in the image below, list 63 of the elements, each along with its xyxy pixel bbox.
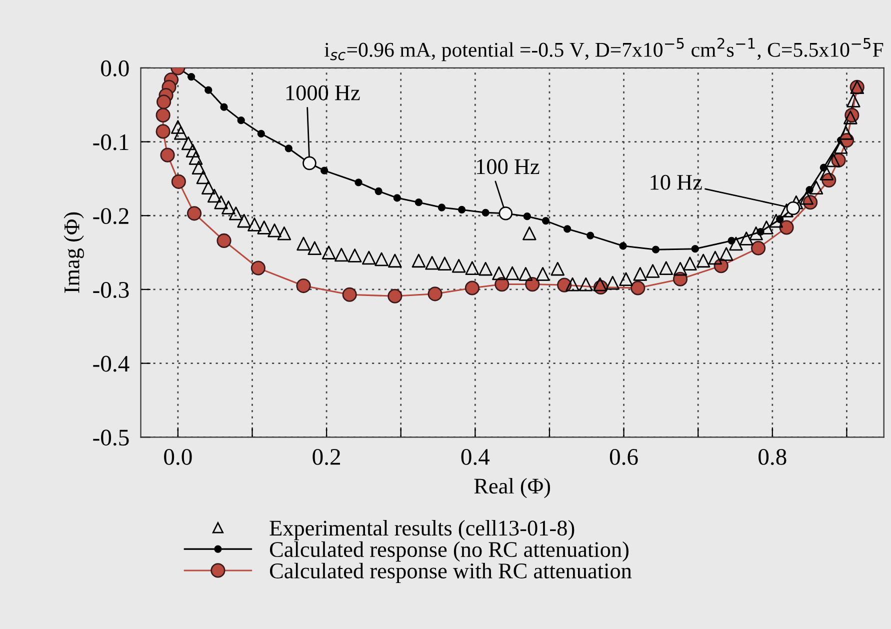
y-tick-label: -0.2 — [93, 208, 128, 224]
point — [414, 198, 423, 206]
point — [464, 280, 480, 296]
point — [284, 144, 292, 152]
x-tick-label: 0.0 — [164, 448, 192, 465]
point — [250, 260, 266, 276]
x-tick-label: 0.2 — [312, 448, 340, 465]
point — [438, 204, 446, 212]
y-tick-label: 0.0 — [101, 60, 129, 76]
chart-title: i$_{sc}$=0.96 mA, potential =-0.5 V, D=7x10$^{−5}$ cm$^{2}$s$^{−1}$, C=5.5x10$^{−5}$F — [324, 38, 884, 62]
annotation: 10 Hz — [650, 174, 702, 190]
annotation: 1000 Hz — [286, 85, 360, 100]
point — [428, 286, 442, 302]
point — [523, 212, 532, 220]
point — [393, 194, 401, 202]
point — [672, 272, 688, 286]
point — [156, 108, 170, 122]
point — [652, 246, 660, 254]
x-tick-label: 0.8 — [758, 448, 786, 465]
y-tick-label: -0.1 — [93, 134, 128, 150]
point — [525, 277, 540, 292]
point — [320, 166, 328, 174]
point — [498, 206, 513, 220]
point — [563, 225, 572, 233]
point — [354, 178, 362, 186]
point — [257, 130, 265, 138]
point — [458, 206, 466, 214]
point — [186, 206, 202, 221]
point — [482, 208, 490, 216]
point — [237, 116, 245, 124]
point — [156, 124, 170, 139]
point — [171, 174, 186, 189]
y-axis-title: Imag (Φ) — [64, 212, 84, 293]
point — [302, 156, 316, 170]
point — [388, 288, 402, 304]
point — [374, 187, 382, 196]
legend-label: Calculated response with RC attenuation — [270, 562, 632, 583]
point — [691, 245, 699, 253]
y-tick-label: -0.3 — [93, 282, 129, 298]
point — [494, 277, 510, 292]
point — [156, 94, 172, 110]
point — [160, 148, 175, 162]
y-tick-label: -0.4 — [93, 356, 130, 372]
annotation: 100 Hz — [477, 159, 540, 174]
point — [296, 278, 311, 294]
point — [542, 216, 550, 225]
x-tick-label: 0.4 — [461, 448, 490, 465]
point — [750, 240, 766, 256]
x-axis-title: Real (Φ) — [474, 478, 550, 498]
point — [586, 232, 594, 240]
point — [216, 233, 232, 248]
point — [786, 201, 800, 216]
point — [619, 242, 627, 250]
y-tick-label: -0.5 — [93, 430, 129, 446]
point — [204, 86, 212, 94]
legend-label: Calculated response (no RC attenuation) — [270, 541, 628, 562]
point — [187, 72, 196, 81]
point — [779, 220, 794, 235]
legend-label: Experimental results (cell13-01-8) — [270, 520, 574, 540]
point — [630, 280, 646, 296]
point — [342, 287, 357, 302]
x-tick-label: 0.6 — [610, 448, 638, 465]
point — [220, 103, 228, 111]
